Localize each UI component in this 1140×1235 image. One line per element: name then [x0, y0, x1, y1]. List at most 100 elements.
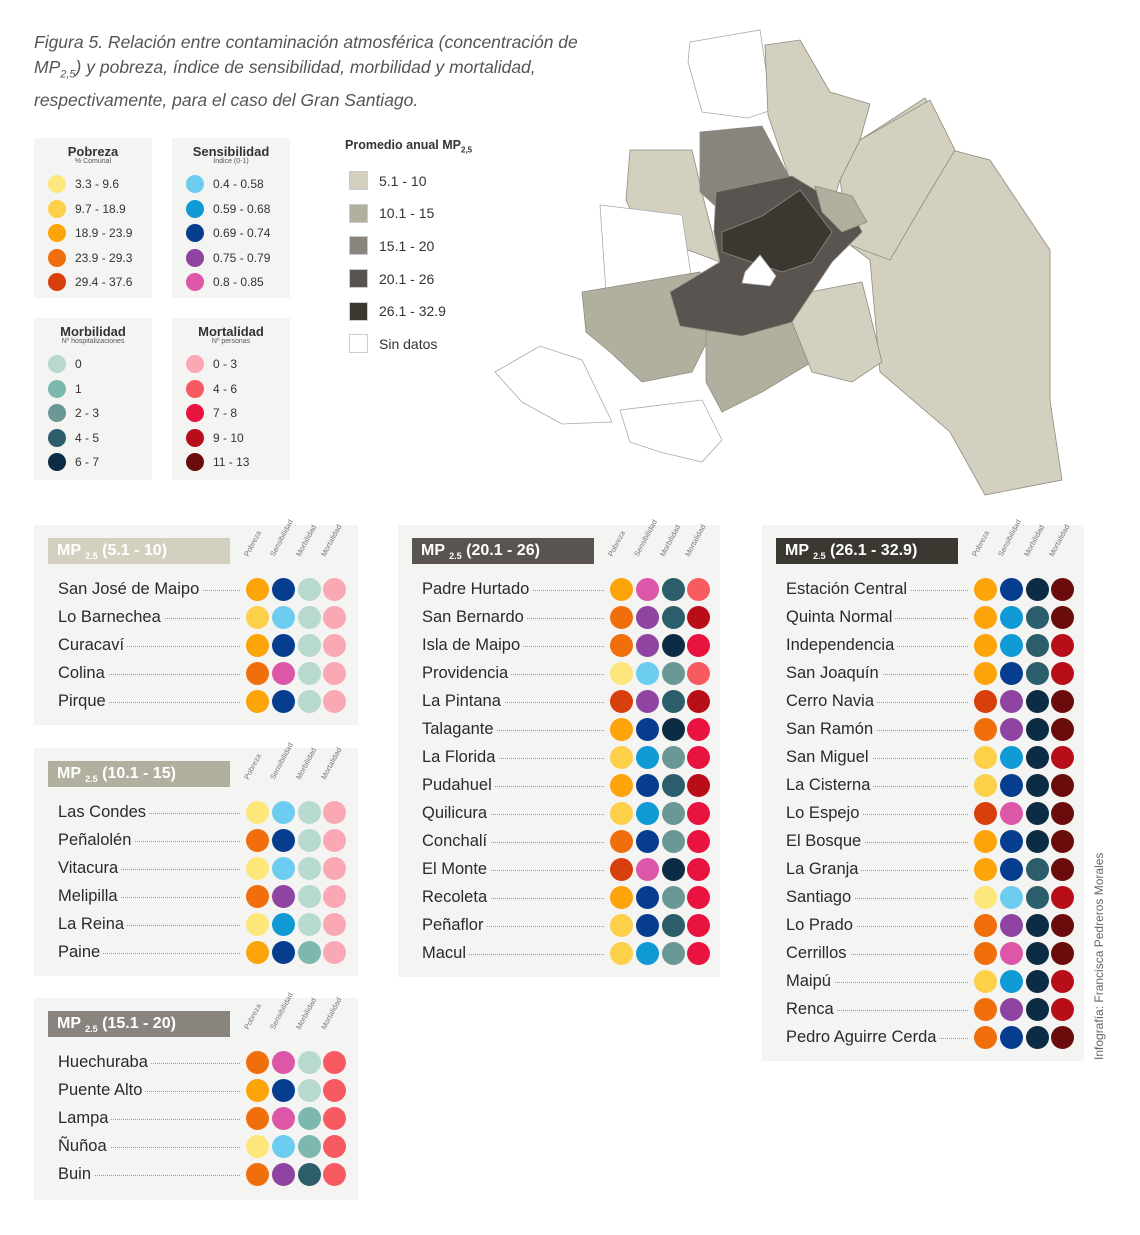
- sensibilidad-dot-icon: [1000, 718, 1023, 741]
- table-row: San Joaquín: [786, 659, 1086, 687]
- comuna-name: San Ramón: [786, 719, 877, 739]
- morbilidad-dot-icon: [1026, 662, 1049, 685]
- table-row: Conchalí: [422, 827, 722, 855]
- comuna-region: [494, 345, 613, 425]
- leader-line: [58, 1147, 240, 1148]
- table-row: Paine: [58, 938, 358, 966]
- leader-line: [58, 869, 240, 870]
- comuna-region: [619, 399, 723, 463]
- sensibilidad-dot-icon: [272, 690, 295, 713]
- pobreza-dot-icon: [974, 802, 997, 825]
- sensibilidad-dot-icon: [272, 634, 295, 657]
- comuna-name: San Joaquín: [786, 663, 882, 683]
- morbilidad-dot-icon: [1026, 998, 1049, 1021]
- mp-swatch-icon: [349, 269, 368, 289]
- column-label: Sensibilidad: [996, 518, 1023, 558]
- legend-item-label: 4 - 5: [75, 430, 100, 445]
- legend-dot-icon: [186, 248, 204, 267]
- morbilidad-dot-icon: [662, 858, 685, 881]
- pobreza-dot-icon: [974, 1026, 997, 1049]
- column-label: Sensibilidad: [268, 991, 295, 1031]
- pobreza-dot-icon: [610, 690, 633, 713]
- legend-title: Morbilidad: [60, 324, 126, 339]
- morbilidad-dot-icon: [298, 913, 321, 936]
- comuna-region: [741, 254, 777, 287]
- sensibilidad-dot-icon: [272, 662, 295, 685]
- legend-dot-icon: [186, 453, 204, 472]
- morbilidad-dot-icon: [298, 606, 321, 629]
- mp-legend-item: 15.1 - 20: [345, 230, 472, 263]
- mortalidad-dot-icon: [687, 830, 710, 853]
- comuna-region: [839, 99, 956, 261]
- comuna-name: Macul: [422, 943, 470, 963]
- leader-line: [786, 982, 968, 983]
- morbilidad-dot-icon: [662, 914, 685, 937]
- table-row: Peñaflor: [422, 911, 722, 939]
- mortalidad-dot-icon: [687, 746, 710, 769]
- comuna-name: Huechuraba: [58, 1052, 151, 1072]
- comuna-name: Renca: [786, 999, 837, 1019]
- pobreza-dot-icon: [246, 606, 269, 629]
- morbilidad-dot-icon: [298, 662, 321, 685]
- mp-panel: MP 2.5 (15.1 - 20) Pobreza Sensibilidad Mor…: [34, 991, 358, 1200]
- legend-item-label: 11 - 13: [213, 455, 250, 470]
- sensibilidad-dot-icon: [1000, 942, 1023, 965]
- mortalidad-dot-icon: [1051, 858, 1074, 881]
- mortalidad-dot-icon: [1051, 690, 1074, 713]
- legend-item: 0 - 3: [186, 352, 290, 377]
- caption-text-end: ) y pobreza, índice de sensibilidad, mor…: [34, 57, 536, 110]
- panel-header-subscript: 2.5: [813, 551, 826, 562]
- legend-sensibilidad: Sensibilidad Índice (0-1) 0.4 - 0.58 0.59 -…: [172, 138, 290, 298]
- morbilidad-dot-icon: [298, 690, 321, 713]
- table-row: Lo Barnechea: [58, 603, 358, 631]
- sensibilidad-dot-icon: [272, 941, 295, 964]
- mortalidad-dot-icon: [1051, 634, 1074, 657]
- pobreza-dot-icon: [974, 858, 997, 881]
- legend-item: 0.59 - 0.68: [186, 197, 290, 222]
- table-row: Maipú: [786, 967, 1086, 995]
- mortalidad-dot-icon: [323, 578, 346, 601]
- sensibilidad-dot-icon: [636, 746, 659, 769]
- comuna-name: Ñuñoa: [58, 1136, 110, 1156]
- sensibilidad-dot-icon: [272, 1163, 295, 1186]
- legend-item-label: 7 - 8: [213, 406, 238, 421]
- legend-dot-icon: [48, 355, 66, 374]
- sensibilidad-dot-icon: [272, 1107, 295, 1130]
- comuna-name: San Miguel: [786, 747, 872, 767]
- legend-item: 9 - 10: [186, 426, 290, 451]
- comuna-name: Talagante: [422, 719, 497, 739]
- figure-number: Figura 5.: [34, 32, 104, 52]
- mp-legend-item: 20.1 - 26: [345, 262, 472, 295]
- figure-caption: Figura 5. Relación entre contaminación a…: [34, 30, 614, 113]
- leader-line: [58, 1119, 240, 1120]
- morbilidad-dot-icon: [298, 634, 321, 657]
- table-row: Ñuñoa: [58, 1132, 358, 1160]
- sensibilidad-dot-icon: [636, 606, 659, 629]
- sensibilidad-dot-icon: [636, 718, 659, 741]
- pobreza-dot-icon: [610, 942, 633, 965]
- leader-line: [422, 786, 604, 787]
- mp-legend-label: Sin datos: [379, 335, 438, 352]
- sensibilidad-dot-icon: [1000, 998, 1023, 1021]
- mortalidad-dot-icon: [323, 1107, 346, 1130]
- mortalidad-dot-icon: [1051, 914, 1074, 937]
- column-label: Pobreza: [242, 752, 264, 781]
- table-row: Buin: [58, 1160, 358, 1188]
- morbilidad-dot-icon: [298, 1163, 321, 1186]
- sensibilidad-dot-icon: [272, 857, 295, 880]
- pobreza-dot-icon: [610, 830, 633, 853]
- mortalidad-dot-icon: [323, 801, 346, 824]
- mortalidad-dot-icon: [323, 913, 346, 936]
- column-label: Morbilidad: [294, 523, 319, 558]
- table-row: Cerro Navia: [786, 687, 1086, 715]
- comuna-name: Quinta Normal: [786, 607, 896, 627]
- panel-header-subscript: 2.5: [85, 774, 98, 785]
- table-row: Padre Hurtado: [422, 575, 722, 603]
- legend-item: 18.9 - 23.9: [48, 221, 152, 246]
- column-label: Sensibilidad: [632, 518, 659, 558]
- legend-subtitle: % Comunal: [74, 158, 112, 165]
- comuna-name: Cerrillos: [786, 943, 850, 963]
- sensibilidad-dot-icon: [1000, 606, 1023, 629]
- legend-dot-icon: [48, 175, 66, 194]
- sensibilidad-dot-icon: [272, 829, 295, 852]
